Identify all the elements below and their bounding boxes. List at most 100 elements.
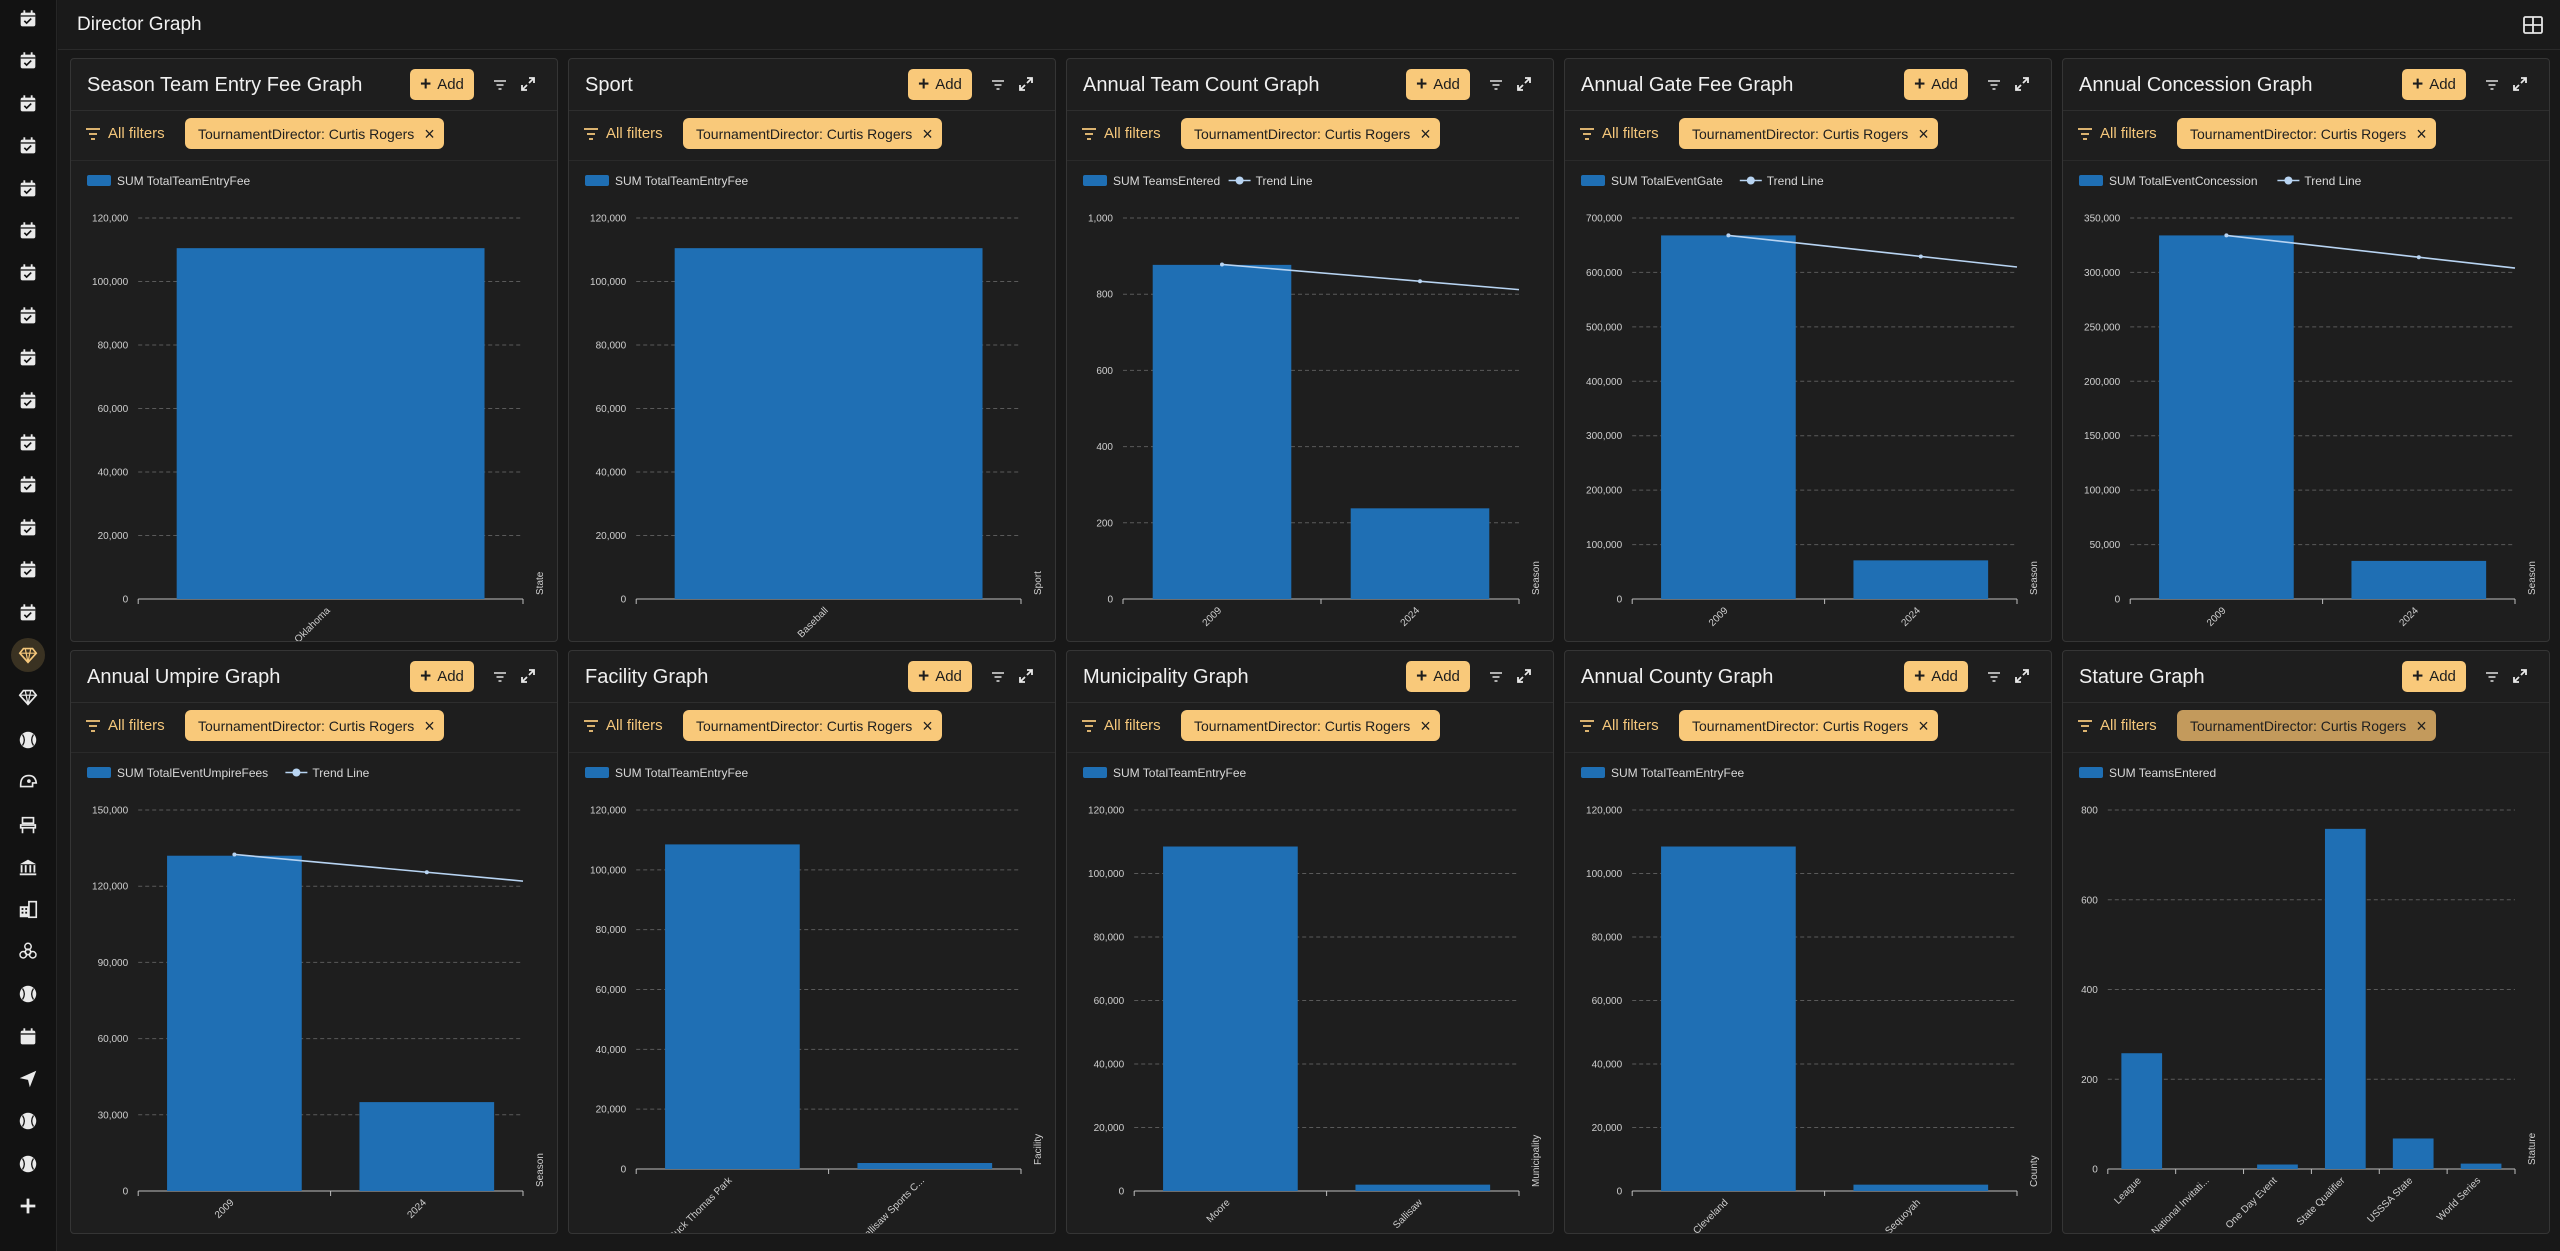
add-button[interactable]: + Add xyxy=(1904,661,1968,692)
filter-icon[interactable] xyxy=(1986,669,2002,685)
trend-legend-label: Trend Line xyxy=(1256,174,1313,188)
baseball-icon[interactable] xyxy=(16,728,40,752)
add-button[interactable]: + Add xyxy=(908,661,972,692)
filter-chip[interactable]: TournamentDirector: Curtis Rogers × xyxy=(2177,710,2436,741)
plus-icon[interactable] xyxy=(16,1194,40,1218)
close-icon[interactable]: × xyxy=(424,123,435,144)
filter-chip[interactable]: TournamentDirector: Curtis Rogers × xyxy=(683,710,942,741)
filter-lines-icon xyxy=(584,127,598,140)
y-tick-label: 1,000 xyxy=(1088,214,1113,225)
grid-layout-icon[interactable] xyxy=(2522,14,2544,36)
add-button[interactable]: + Add xyxy=(908,69,972,100)
filter-chip[interactable]: TournamentDirector: Curtis Rogers × xyxy=(185,118,444,149)
building-icon[interactable] xyxy=(16,897,40,921)
baseball-icon[interactable] xyxy=(16,982,40,1006)
close-icon[interactable]: × xyxy=(922,123,933,144)
filter-icon[interactable] xyxy=(1986,77,2002,93)
filter-icon[interactable] xyxy=(1488,77,1504,93)
close-icon[interactable]: × xyxy=(424,715,435,736)
filter-chip[interactable]: TournamentDirector: Curtis Rogers × xyxy=(1181,118,1440,149)
add-button[interactable]: + Add xyxy=(410,69,474,100)
filter-chip[interactable]: TournamentDirector: Curtis Rogers × xyxy=(1181,710,1440,741)
add-button[interactable]: + Add xyxy=(1904,69,1968,100)
diamond-icon[interactable] xyxy=(11,638,45,672)
biohazard-icon[interactable] xyxy=(16,940,40,964)
filter-chip[interactable]: TournamentDirector: Curtis Rogers × xyxy=(1679,710,1938,741)
filter-icon[interactable] xyxy=(1488,669,1504,685)
all-filters-button[interactable]: All filters xyxy=(583,125,663,142)
expand-icon[interactable] xyxy=(1017,75,1035,93)
calendar-check-icon[interactable] xyxy=(16,473,40,497)
all-filters-button[interactable]: All filters xyxy=(1081,125,1161,142)
all-filters-button[interactable]: All filters xyxy=(2077,717,2157,734)
filter-chip[interactable]: TournamentDirector: Curtis Rogers × xyxy=(1679,118,1938,149)
filter-icon[interactable] xyxy=(2484,669,2500,685)
y-tick-label: 400 xyxy=(2081,985,2098,996)
helmet-icon[interactable] xyxy=(16,770,40,794)
expand-icon[interactable] xyxy=(519,75,537,93)
filter-icon[interactable] xyxy=(492,669,508,685)
calendar-check-icon[interactable] xyxy=(16,219,40,243)
all-filters-button[interactable]: All filters xyxy=(2077,125,2157,142)
close-icon[interactable]: × xyxy=(2416,123,2427,144)
filter-icon[interactable] xyxy=(990,77,1006,93)
expand-icon[interactable] xyxy=(519,667,537,685)
bank-icon[interactable] xyxy=(16,855,40,879)
close-icon[interactable]: × xyxy=(2416,715,2427,736)
calendar-check-icon[interactable] xyxy=(16,177,40,201)
calendar-check-icon[interactable] xyxy=(16,134,40,158)
calendar-check-icon[interactable] xyxy=(16,92,40,116)
baseball-icon[interactable] xyxy=(16,1109,40,1133)
diamond-icon[interactable] xyxy=(16,685,40,709)
add-button[interactable]: + Add xyxy=(2402,69,2466,100)
all-filters-button[interactable]: All filters xyxy=(1579,125,1659,142)
calendar-check-icon[interactable] xyxy=(16,389,40,413)
close-icon[interactable]: × xyxy=(922,715,933,736)
calendar-check-icon[interactable] xyxy=(16,49,40,73)
expand-icon[interactable] xyxy=(1017,667,1035,685)
all-filters-button[interactable]: All filters xyxy=(1579,717,1659,734)
calendar-check-icon[interactable] xyxy=(16,261,40,285)
close-icon[interactable]: × xyxy=(1420,715,1431,736)
all-filters-button[interactable]: All filters xyxy=(85,717,165,734)
calendar-check-icon[interactable] xyxy=(16,7,40,31)
all-filters-button[interactable]: All filters xyxy=(85,125,165,142)
calendar-check-icon[interactable] xyxy=(16,516,40,540)
calendar-check-icon[interactable] xyxy=(16,304,40,328)
calendar-check-icon[interactable] xyxy=(16,601,40,625)
legend-swatch xyxy=(87,767,111,778)
add-button[interactable]: + Add xyxy=(1406,69,1470,100)
expand-icon[interactable] xyxy=(2511,75,2529,93)
filter-icon[interactable] xyxy=(492,77,508,93)
send-icon[interactable] xyxy=(16,1067,40,1091)
filter-chip[interactable]: TournamentDirector: Curtis Rogers × xyxy=(185,710,444,741)
expand-icon[interactable] xyxy=(1515,75,1533,93)
calendar-icon[interactable] xyxy=(16,1025,40,1049)
y-tick-label: 100,000 xyxy=(590,277,627,288)
add-button[interactable]: + Add xyxy=(1406,661,1470,692)
filter-chip[interactable]: TournamentDirector: Curtis Rogers × xyxy=(683,118,942,149)
all-filters-label: All filters xyxy=(2100,125,2157,142)
calendar-check-icon[interactable] xyxy=(16,346,40,370)
all-filters-button[interactable]: All filters xyxy=(1081,717,1161,734)
all-filters-button[interactable]: All filters xyxy=(583,717,663,734)
calendar-check-icon[interactable] xyxy=(16,431,40,455)
expand-icon[interactable] xyxy=(1515,667,1533,685)
close-icon[interactable]: × xyxy=(1918,715,1929,736)
filter-icon[interactable] xyxy=(990,669,1006,685)
close-icon[interactable]: × xyxy=(1918,123,1929,144)
filter-chip[interactable]: TournamentDirector: Curtis Rogers × xyxy=(2177,118,2436,149)
baseball-icon[interactable] xyxy=(16,1152,40,1176)
filter-icon[interactable] xyxy=(2484,77,2500,93)
close-icon[interactable]: × xyxy=(1420,123,1431,144)
legend-swatch xyxy=(585,175,609,186)
y-tick-label: 350,000 xyxy=(2084,214,2121,225)
expand-icon[interactable] xyxy=(2013,667,2031,685)
stadium-seat-icon[interactable] xyxy=(16,813,40,837)
expand-icon[interactable] xyxy=(2013,75,2031,93)
calendar-check-icon[interactable] xyxy=(16,558,40,582)
expand-icon[interactable] xyxy=(2511,667,2529,685)
add-button[interactable]: + Add xyxy=(2402,661,2466,692)
trend-line xyxy=(1728,234,2018,268)
add-button[interactable]: + Add xyxy=(410,661,474,692)
